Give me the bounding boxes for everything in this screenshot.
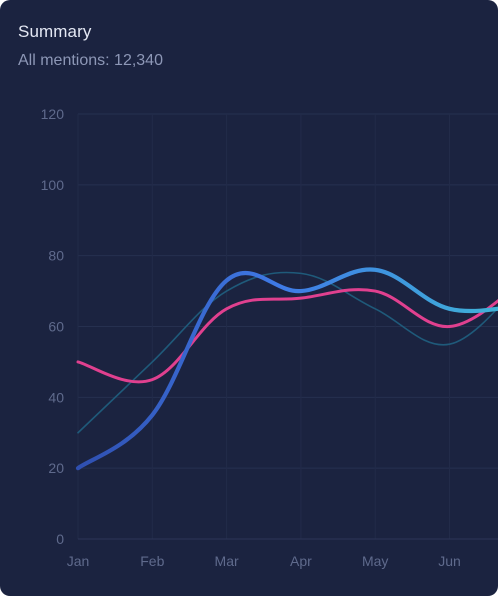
x-tick-label: Mar <box>215 553 239 569</box>
y-tick-label: 80 <box>48 248 64 264</box>
y-tick-label: 120 <box>41 106 65 122</box>
series-line-1 <box>77 271 498 434</box>
x-axis: Jan Feb Mar Apr May Jun <box>67 538 498 569</box>
y-tick-label: 40 <box>48 389 64 405</box>
x-tick-label: Jun <box>438 553 461 569</box>
series-line-3 <box>75 267 498 471</box>
y-tick-label: 0 <box>56 531 64 547</box>
x-tick-label: Feb <box>140 553 164 569</box>
y-tick-label: 60 <box>48 319 64 335</box>
card-subtitle: All mentions: 12,340 <box>18 52 163 69</box>
chart-grid <box>77 113 498 540</box>
y-axis: 0 20 40 60 80 100 120 <box>41 106 65 547</box>
x-tick-label: Apr <box>290 553 312 569</box>
y-tick-label: 100 <box>41 177 65 193</box>
x-tick-label: Jan <box>67 553 90 569</box>
card-title: Summary <box>18 22 92 41</box>
x-tick-label: May <box>362 553 388 569</box>
y-tick-label: 20 <box>48 460 64 476</box>
series-line-2 <box>76 288 498 384</box>
series-group <box>75 267 498 471</box>
